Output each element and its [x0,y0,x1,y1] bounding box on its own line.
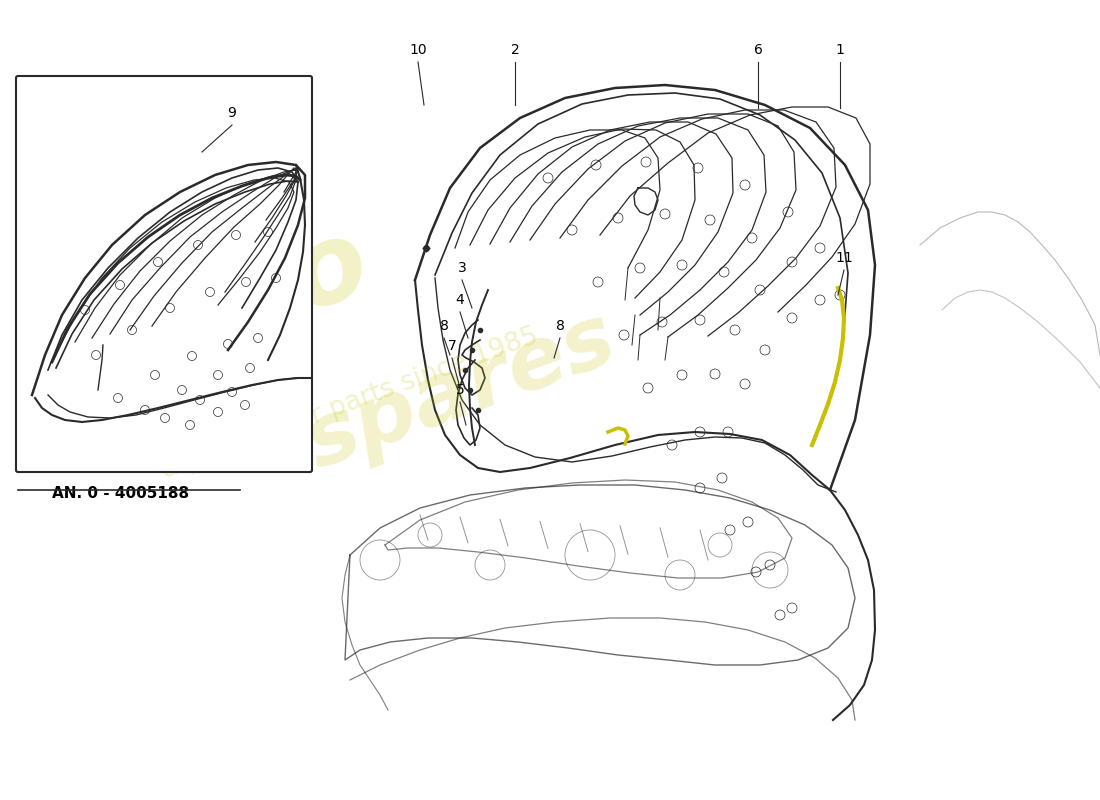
Text: 7: 7 [448,339,456,353]
Text: 10: 10 [409,43,427,57]
Text: 6: 6 [754,43,762,57]
Text: 1: 1 [836,43,845,57]
Text: 11: 11 [835,251,852,265]
Text: 4: 4 [455,293,464,307]
Bar [18,78,310,470]
Text: 8: 8 [556,319,564,333]
Text: euro: euro [85,208,383,403]
Text: 8: 8 [440,319,449,333]
Text: 3: 3 [458,261,466,275]
Text: spares: spares [295,298,627,486]
Text: AN. 0 - 4005188: AN. 0 - 4005188 [52,486,189,501]
Text: a passion for parts since 1985: a passion for parts since 1985 [158,323,541,484]
Text: 2: 2 [510,43,519,57]
Text: 9: 9 [228,106,236,120]
FancyBboxPatch shape [16,76,312,472]
Text: 5: 5 [455,383,464,397]
